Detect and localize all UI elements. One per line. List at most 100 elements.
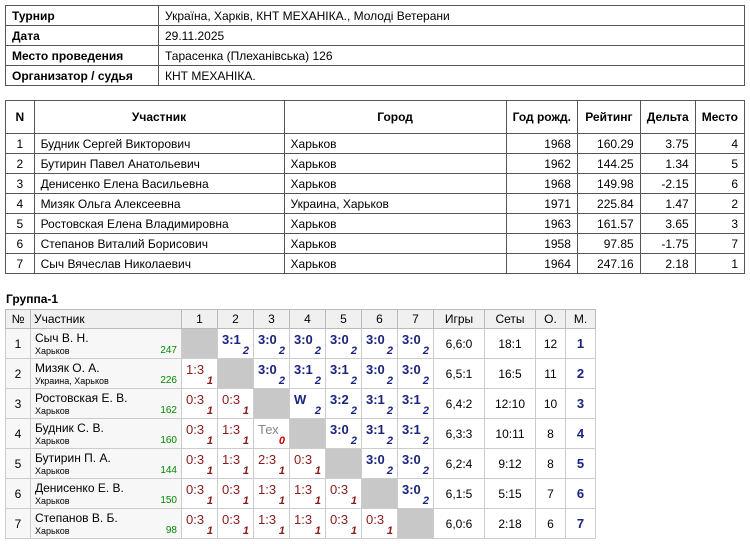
column-header: Дельта (639, 100, 696, 134)
player-rating: 226 (160, 375, 177, 386)
group-table: № Участник 1 2 3 4 5 6 7 Игры Сеты О. М. 1 Сыч В. Н. Ха… (5, 309, 596, 539)
place: 5 (565, 448, 596, 479)
player-cell: 1.47 (639, 193, 696, 214)
points: 2 (386, 375, 393, 387)
players-table: N Участник Город Год рожд. Рейтинг Дельта Мест… (5, 100, 746, 274)
points: 1 (278, 525, 285, 537)
score-cell: 3:1 2 (397, 418, 434, 449)
column-header: 4 (289, 309, 326, 329)
row-number: 4 (5, 418, 31, 449)
player-cell: 2 (5, 153, 35, 174)
score: 3:2 (330, 392, 349, 407)
player-cell: 6 (5, 233, 35, 254)
column-header: 5 (325, 309, 362, 329)
column-header: Сеты (484, 309, 536, 329)
info-label: Дата (5, 25, 159, 46)
score: 2:3 (258, 452, 277, 467)
player-cell: 3.65 (639, 213, 696, 234)
place: 6 (565, 478, 596, 509)
score-cell: 1:3 1 (217, 418, 254, 449)
info-value: КНТ МЕХАНІКА. (158, 65, 745, 86)
player-rating: 98 (165, 525, 177, 536)
games: 6,1:5 (433, 478, 485, 509)
games: 6,4:2 (433, 388, 485, 419)
player-city: Харьков (35, 496, 70, 506)
score: 3:0 (258, 332, 277, 347)
group-row: 4 Будник С. В. Харьков 160 0:3 1 1:3 1 Тех 0 3:0 2 3… (5, 418, 596, 449)
score-cell: 1:3 1 (289, 478, 326, 509)
player-cell: Денисенко Елена Васильевна (33, 173, 285, 194)
score-cell: 0:3 1 (181, 388, 218, 419)
score: 1:3 (222, 452, 241, 467)
column-header: 3 (253, 309, 290, 329)
info-row: Место проведения Тарасенка (Плеханівська)… (5, 45, 745, 66)
player-cell: 247.16 (576, 253, 641, 274)
points: 2 (314, 405, 321, 417)
player-cell: Бутирин Павел Анатольевич (33, 153, 285, 174)
player-name: Мизяк О. А. (35, 361, 100, 375)
score-cell: 0:3 1 (325, 508, 362, 539)
player-cell: 6 (694, 173, 746, 194)
points: 1 (206, 405, 213, 417)
group-row: 7 Степанов В. Б. Харьков 98 0:3 1 0:3 1 1:3 1 1:3 1… (5, 508, 596, 539)
points: 2 (422, 405, 429, 417)
player-cell: 5 (694, 153, 746, 174)
score: 3:1 (402, 392, 421, 407)
player-cell: 7 (5, 253, 35, 274)
score-cell: 3:1 2 (361, 388, 398, 419)
info-table: Турнир Україна, Харків, КНТ МЕХАНІКА., Мо… (5, 5, 745, 86)
score: 3:0 (402, 482, 421, 497)
points: 2 (422, 465, 429, 477)
player-cell: Харьков (283, 173, 507, 194)
sets: 5:15 (484, 478, 536, 509)
header-row: N Участник Город Год рожд. Рейтинг Дельта Мест… (5, 100, 746, 134)
score-cell: 3:0 2 (361, 358, 398, 389)
score: 0:3 (186, 452, 205, 467)
row-number: 2 (5, 358, 31, 389)
info-row: Дата 29.11.2025 (5, 25, 745, 46)
score-cell: 3:0 2 (361, 328, 398, 359)
score: 0:3 (186, 392, 205, 407)
player-cell: Харьков (283, 153, 507, 174)
score: 3:0 (366, 452, 385, 467)
column-header: Место (694, 100, 746, 134)
column-header: № (5, 309, 31, 329)
score: 1:3 (258, 512, 277, 527)
column-header: 2 (217, 309, 254, 329)
score: 0:3 (186, 482, 205, 497)
score-cell: 3:2 2 (325, 388, 362, 419)
o: 6 (535, 508, 566, 539)
score: 0:3 (222, 512, 241, 527)
participant: Денисенко Е. В. Харьков 150 (30, 478, 182, 509)
games: 6,2:4 (433, 448, 485, 479)
player-cell: 1963 (505, 213, 578, 234)
score-cell: 3:0 2 (325, 328, 362, 359)
player-cell: Будник Сергей Викторович (33, 133, 285, 154)
player-row: 4 Мизяк Ольга Алексеевна Украина, Харьков 1… (5, 193, 746, 214)
diagonal-cell (253, 388, 290, 419)
score: 1:3 (294, 482, 313, 497)
player-cell: 144.25 (576, 153, 641, 174)
score-cell: 0:3 1 (181, 478, 218, 509)
score-cell: 3:0 2 (397, 448, 434, 479)
player-city: Харьков (35, 526, 70, 536)
score-cell: 3:0 2 (361, 448, 398, 479)
diagonal-cell (289, 418, 326, 449)
player-cell: 3 (694, 213, 746, 234)
player-city: Украина, Харьков (35, 376, 109, 386)
participant: Степанов В. Б. Харьков 98 (30, 508, 182, 539)
points: 1 (350, 495, 357, 507)
column-header: Рейтинг (576, 100, 641, 134)
player-row: 2 Бутирин Павел Анатольевич Харьков 1962 144… (5, 153, 746, 174)
score: 3:1 (330, 362, 349, 377)
score: 0:3 (186, 512, 205, 527)
points: 2 (386, 345, 393, 357)
player-cell: 1971 (505, 193, 578, 214)
player-cell: -2.15 (639, 173, 696, 194)
player-cell: 160.29 (576, 133, 641, 154)
score: 3:0 (330, 332, 349, 347)
num: 1 (14, 336, 22, 351)
place: 4 (565, 418, 596, 449)
score-cell: 0:3 1 (217, 478, 254, 509)
row-number: 6 (5, 478, 31, 509)
